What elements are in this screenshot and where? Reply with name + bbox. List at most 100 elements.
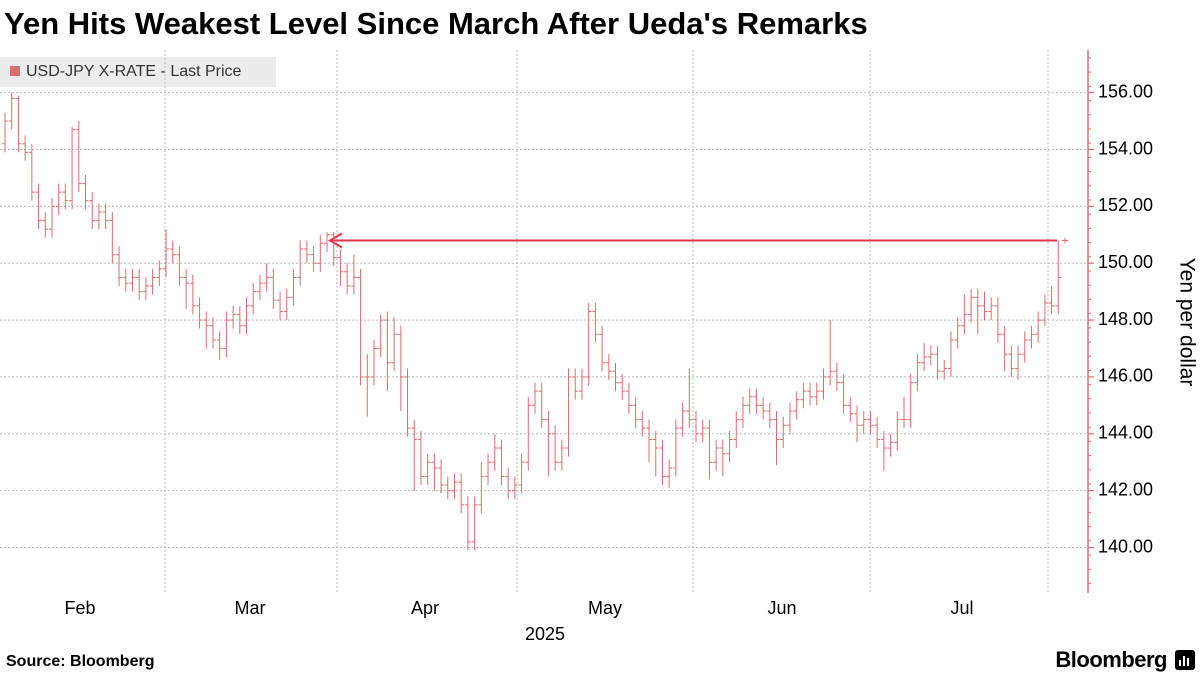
ohlc-bar [377, 314, 384, 358]
ohlc-bar [847, 396, 854, 423]
ohlc-bar [592, 303, 599, 343]
ohlc-bar [840, 374, 847, 414]
ohlc-bar [632, 396, 639, 429]
ohlc-bar [994, 297, 1001, 343]
ohlc-bar [927, 345, 934, 366]
x-tick-label: Jun [767, 598, 796, 618]
ohlc-bar [344, 263, 351, 295]
ohlc-bar [854, 405, 861, 443]
ohlc-bar [364, 354, 371, 417]
ohlc-bar [122, 268, 129, 292]
ohlc-bar [659, 439, 666, 485]
ohlc-bar [102, 203, 109, 230]
x-tick-label: Mar [235, 598, 266, 618]
ohlc-bar [605, 354, 612, 380]
ohlc-bar [75, 121, 82, 193]
ohlc-bar [813, 382, 820, 406]
ohlc-bar [28, 143, 35, 201]
chart-title: Yen Hits Weakest Level Since March After… [4, 6, 868, 41]
ohlc-bar [236, 305, 243, 335]
ohlc-bar [552, 425, 559, 471]
legend-box [0, 57, 276, 87]
ohlc-bar [639, 411, 646, 437]
ohlc-bar [109, 212, 116, 264]
ohlc-bar [827, 320, 834, 386]
ohlc-bar [169, 240, 176, 264]
ohlc-bar [451, 473, 458, 500]
ohlc-bar [350, 254, 357, 295]
ohlc-bar [82, 175, 89, 210]
ohlc-bar [599, 325, 606, 372]
ohlc-bar [558, 439, 565, 471]
y-tick-label: 150.00 [1098, 252, 1153, 272]
grid [0, 50, 1088, 593]
ohlc-bar [55, 183, 62, 215]
ohlc-bar [713, 439, 720, 471]
ohlc-bar [511, 476, 518, 500]
ohlc-bar [1028, 325, 1035, 349]
ohlc-bar [860, 411, 867, 434]
ohlc-bar [163, 229, 170, 278]
ohlc-bar [518, 453, 525, 494]
source: Source: Bloomberg [6, 653, 154, 670]
ohlc-bar [270, 268, 277, 309]
ohlc-bar [370, 339, 377, 386]
ohlc-bar [894, 411, 901, 451]
y-tick-label: 148.00 [1098, 309, 1153, 329]
ohlc-bar [189, 274, 196, 315]
ohlc-bar [196, 297, 203, 329]
ohlc-bar [807, 382, 814, 406]
ohlc-bar [880, 430, 887, 471]
ohlc-bar [471, 496, 478, 551]
y-tick-label: 152.00 [1098, 195, 1153, 215]
ohlc-bar [384, 311, 391, 392]
x-tick-label: Feb [64, 598, 95, 618]
ohlc-bar [2, 112, 8, 153]
ohlc-bar [585, 303, 592, 386]
ohlc-bar [1001, 325, 1008, 372]
ohlc-bar [726, 430, 733, 463]
legend: USD-JPY X-RATE - Last Price [0, 57, 276, 87]
ohlc-bar [89, 192, 96, 230]
ohlc-bar [209, 317, 216, 349]
ohlc-bar [693, 411, 700, 443]
ohlc-bar [1008, 345, 1015, 377]
ohlc-bar [934, 345, 941, 380]
ohlc-bar [256, 274, 263, 301]
ohlc-bar [733, 411, 740, 449]
ohlc-bar [397, 325, 404, 412]
ohlc-bar [35, 183, 42, 230]
ohlc-bar [283, 288, 290, 321]
reference-annotation [328, 232, 1057, 249]
ohlc-bar [223, 311, 230, 358]
ohlc-bar [337, 249, 344, 286]
ohlc-bar [48, 197, 55, 238]
ohlc-bar [183, 268, 190, 309]
ohlc-bar [612, 362, 619, 392]
ohlc-bar [1062, 237, 1068, 244]
ohlc-bar [974, 288, 981, 335]
ohlc-bar [907, 374, 914, 429]
y-tick-label: 144.00 [1098, 423, 1153, 443]
ohlc-series [2, 92, 1068, 551]
ohlc-bar [867, 411, 874, 434]
ohlc-bar [263, 263, 270, 292]
ohlc-bar [679, 402, 686, 437]
ohlc-bar [176, 246, 183, 286]
ohlc-bar [820, 368, 827, 400]
ohlc-bar [290, 268, 297, 306]
ohlc-bar [330, 231, 337, 267]
ohlc-bar [921, 342, 928, 372]
ohlc-bar [954, 317, 961, 349]
y-tick-label: 142.00 [1098, 479, 1153, 499]
ohlc-bar [142, 277, 149, 301]
ohlc-bar [961, 294, 968, 335]
ohlc-bar [203, 311, 210, 349]
ohlc-bar [95, 203, 102, 230]
ohlc-bar [887, 433, 894, 457]
brand-icon-bar [1187, 658, 1189, 666]
ohlc-bar [686, 368, 693, 429]
reference-arrowhead [328, 232, 343, 249]
ohlc-bar [417, 430, 424, 485]
ohlc-bar [780, 416, 787, 449]
